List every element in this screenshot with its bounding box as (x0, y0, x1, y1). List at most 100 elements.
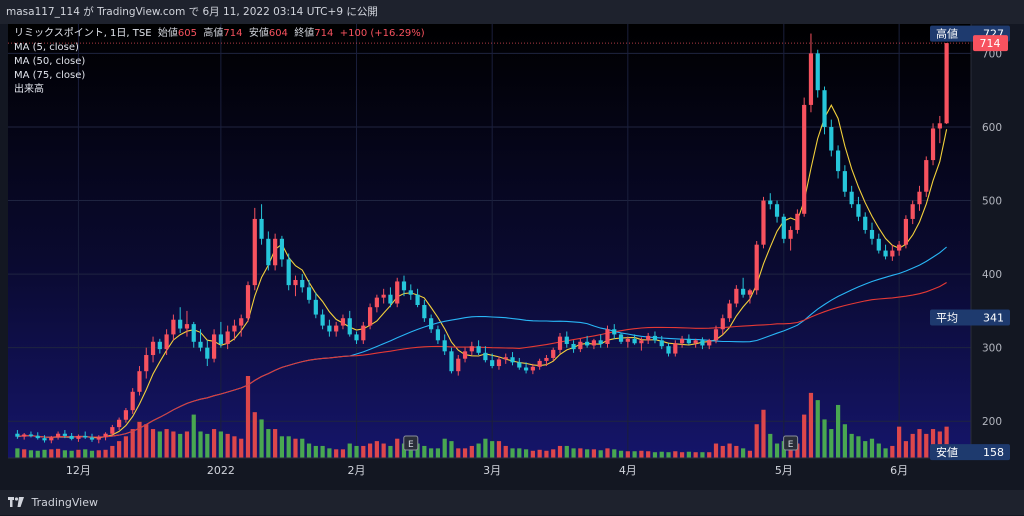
candle-body[interactable] (605, 329, 610, 344)
candle-body[interactable] (69, 435, 74, 439)
candle-body[interactable] (211, 334, 217, 359)
candle-body[interactable] (49, 437, 54, 441)
candle-body[interactable] (930, 128, 936, 161)
candle-body[interactable] (666, 346, 671, 354)
candle-body[interactable] (320, 314, 325, 326)
candle-body[interactable] (707, 340, 712, 346)
candle-body[interactable] (781, 216, 786, 239)
candle-body[interactable] (517, 362, 522, 368)
candle-body[interactable] (551, 349, 556, 358)
candle-body[interactable] (300, 279, 305, 288)
candle-body[interactable] (62, 433, 67, 436)
candle-body[interactable] (89, 437, 95, 440)
candle-body[interactable] (137, 371, 142, 392)
candle-body[interactable] (374, 297, 379, 308)
candle-body[interactable] (225, 331, 230, 344)
candle-body[interactable] (462, 351, 468, 359)
candle-body[interactable] (361, 325, 366, 341)
candle-body[interactable] (557, 336, 563, 350)
candle-body[interactable] (293, 279, 298, 286)
candle-body[interactable] (252, 218, 257, 286)
candle-body[interactable] (944, 43, 949, 124)
candle-body[interactable] (910, 204, 915, 219)
candle-body[interactable] (795, 213, 800, 230)
candle-body[interactable] (679, 338, 685, 344)
candle-body[interactable] (123, 410, 129, 420)
candle-body[interactable] (897, 244, 902, 251)
candle-body[interactable] (144, 355, 149, 372)
candle-body[interactable] (232, 325, 237, 332)
candle-body[interactable] (218, 334, 223, 344)
candle-body[interactable] (306, 287, 312, 300)
candle-body[interactable] (761, 200, 766, 245)
candle-body[interactable] (408, 290, 413, 295)
candle-body[interactable] (476, 346, 481, 353)
candle-body[interactable] (483, 352, 488, 361)
candle-body[interactable] (496, 359, 502, 367)
candle-body[interactable] (401, 281, 407, 291)
candle-body[interactable] (544, 357, 549, 361)
candle-body[interactable] (490, 360, 495, 367)
candle-body[interactable] (849, 191, 854, 205)
candle-body[interactable] (734, 288, 739, 304)
candle-body[interactable] (367, 307, 373, 326)
candle-body[interactable] (768, 200, 773, 205)
candle-body[interactable] (903, 218, 909, 245)
chart-frame[interactable]: EE JPY20030040050060070012月20222月3月4月5月6… (0, 24, 1024, 490)
candle-body[interactable] (76, 435, 81, 439)
candle-body[interactable] (815, 53, 820, 91)
candle-body[interactable] (700, 340, 705, 346)
candle-body[interactable] (842, 171, 847, 192)
candle-body[interactable] (198, 341, 203, 348)
candle-body[interactable] (869, 229, 875, 239)
candle-body[interactable] (184, 324, 190, 329)
candle-body[interactable] (693, 340, 698, 344)
candle-body[interactable] (469, 346, 474, 352)
candle-body[interactable] (422, 304, 427, 319)
candle-body[interactable] (523, 367, 529, 371)
candle-body[interactable] (354, 334, 359, 341)
candle-body[interactable] (456, 358, 461, 372)
candle-body[interactable] (96, 436, 101, 440)
candle-body[interactable] (937, 123, 942, 129)
candle-body[interactable] (537, 360, 542, 367)
candle-body[interactable] (435, 329, 441, 341)
candle-body[interactable] (747, 290, 753, 295)
candle-body[interactable] (829, 126, 834, 151)
candle-body[interactable] (334, 325, 339, 332)
candle-body[interactable] (117, 419, 122, 428)
candle-body[interactable] (279, 238, 285, 260)
candle-body[interactable] (286, 259, 291, 286)
candle-body[interactable] (612, 329, 617, 335)
candle-body[interactable] (381, 294, 386, 298)
candle-body[interactable] (429, 318, 434, 330)
candle-body[interactable] (863, 216, 868, 230)
candle-body[interactable] (191, 324, 196, 342)
candle-body[interactable] (618, 334, 624, 342)
candle-body[interactable] (646, 335, 651, 341)
candle-body[interactable] (632, 338, 637, 344)
candle-body[interactable] (510, 357, 515, 363)
candle-body[interactable] (713, 329, 719, 341)
candle-body[interactable] (388, 294, 393, 304)
candle-body[interactable] (720, 318, 725, 330)
candle-body[interactable] (55, 433, 61, 438)
candle-body[interactable] (347, 318, 352, 335)
candle-body[interactable] (130, 391, 135, 411)
candle-body[interactable] (585, 341, 590, 346)
candle-body[interactable] (15, 433, 20, 437)
candle-body[interactable] (571, 343, 576, 350)
candle-body[interactable] (503, 357, 508, 360)
candle-body[interactable] (754, 244, 759, 291)
candle-body[interactable] (178, 319, 183, 329)
candle-body[interactable] (883, 250, 888, 257)
candle-body[interactable] (591, 340, 597, 346)
candle-body[interactable] (35, 435, 40, 439)
earnings-event-marker[interactable] (783, 435, 799, 451)
candle-body[interactable] (442, 340, 447, 352)
candle-body[interactable] (28, 434, 34, 436)
candle-body[interactable] (578, 341, 583, 350)
candle-body[interactable] (340, 318, 346, 326)
candle-body[interactable] (876, 238, 881, 251)
candle-body[interactable] (22, 434, 27, 437)
